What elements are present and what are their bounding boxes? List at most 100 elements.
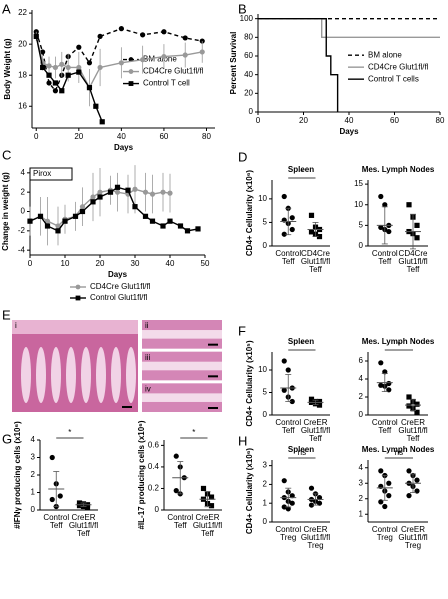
marker — [86, 60, 93, 66]
y-tick-label: 0 — [31, 505, 36, 514]
marker — [40, 64, 46, 71]
legend-marker — [75, 284, 81, 290]
category-label: Teff — [378, 257, 392, 266]
marker — [184, 228, 191, 234]
category-label: Treg — [307, 541, 323, 550]
category-label: Teff — [282, 426, 296, 435]
marker — [382, 202, 388, 208]
category-label: CreER — [401, 525, 425, 534]
marker — [132, 186, 138, 192]
marker — [289, 493, 295, 499]
marker — [378, 360, 384, 366]
marker — [386, 493, 392, 499]
marker — [76, 500, 83, 506]
y-tick-label: 1 — [263, 498, 268, 507]
y-tick-label: 3 — [359, 478, 364, 487]
marker — [59, 88, 65, 94]
category-label: CD4Cre — [301, 249, 330, 258]
category-label: Teff — [77, 529, 91, 538]
y-axis-label: Change in weight (g) — [1, 172, 10, 251]
y-tick-label: 2 — [31, 470, 36, 479]
marker — [72, 213, 79, 219]
bracket — [29, 167, 73, 181]
panel-letter: D — [238, 149, 247, 164]
marker — [76, 64, 82, 71]
marker — [84, 504, 91, 510]
marker — [93, 103, 99, 109]
x-tick-label: 20 — [96, 259, 105, 268]
marker — [281, 231, 287, 237]
villus — [21, 347, 31, 403]
marker — [49, 454, 55, 461]
category-label: Glut1fl/fl — [69, 521, 99, 530]
y-tick-label: 10 — [258, 194, 267, 203]
marker — [44, 218, 51, 224]
y-axis-label: CD4+ Cellularity (x10⁶) — [245, 170, 254, 256]
marker — [167, 190, 173, 196]
x-tick-label: 0 — [256, 116, 261, 125]
x-tick-label: 20 — [299, 116, 308, 125]
y-tick-label: 4 — [21, 168, 26, 177]
marker — [125, 187, 131, 193]
y-axis-label: #IFNγ producing cells (x10⁶) — [13, 421, 22, 529]
panel-letter: B — [238, 1, 247, 16]
legend-label: Control T cells — [368, 74, 419, 83]
marker — [208, 503, 215, 509]
category-label: Teff — [309, 265, 323, 274]
marker — [316, 402, 323, 408]
marker — [386, 228, 392, 235]
marker — [406, 394, 412, 400]
marker — [386, 387, 392, 393]
bracket-label: Pirox — [33, 169, 51, 178]
x-tick-label: 10 — [61, 259, 70, 268]
marker — [132, 204, 138, 210]
mucosa — [142, 330, 222, 339]
x-axis-label: Days — [339, 127, 359, 136]
significance: * — [300, 340, 303, 349]
marker — [161, 29, 167, 35]
marker — [79, 208, 86, 215]
marker — [118, 26, 124, 32]
category-label: Teff — [407, 434, 421, 443]
y-tick-label: 1 — [31, 488, 36, 497]
marker — [99, 119, 105, 125]
marker — [281, 358, 287, 364]
marker — [86, 85, 93, 91]
panel-letter: C — [2, 147, 11, 162]
marker — [160, 189, 166, 195]
marker — [97, 33, 103, 39]
marker — [55, 223, 61, 229]
category-label: Teff — [201, 529, 215, 538]
y-tick-label: 16 — [18, 101, 27, 110]
category-label: Glut1fl/fl — [301, 533, 331, 542]
y-tick-label: 4 — [359, 374, 364, 383]
y-tick-label: 4 — [359, 463, 364, 472]
x-tick-label: 80 — [202, 132, 211, 141]
legend-label: Control Glut1fl/fl — [90, 293, 148, 302]
y-tick-label: 100 — [240, 14, 254, 23]
chart-title: Spleen — [288, 165, 314, 174]
marker — [40, 49, 46, 55]
marker — [199, 49, 205, 55]
category-label: Control — [43, 513, 69, 522]
y-tick-label: 15 — [354, 179, 363, 188]
villus — [66, 347, 76, 403]
chart-title: Mes. Lymph Nodes — [362, 337, 435, 346]
marker — [285, 367, 291, 373]
y-tick-label: 18 — [18, 70, 27, 79]
image-label: iii — [145, 353, 151, 362]
marker — [316, 398, 323, 405]
marker — [62, 218, 68, 224]
chart-title: Spleen — [288, 445, 314, 454]
marker — [107, 189, 114, 195]
y-tick-label: 60 — [244, 51, 253, 60]
y-axis-label: Body Weight (g) — [3, 38, 12, 100]
category-label: Control — [275, 525, 301, 534]
category-label: Glut1fl/fl — [301, 257, 331, 266]
x-tick-label: 60 — [159, 132, 168, 141]
panel-letter: F — [238, 323, 246, 338]
marker — [76, 503, 83, 509]
y-tick-label: 0 — [155, 505, 160, 514]
y-tick-label: 0 — [249, 107, 254, 116]
series-line — [258, 17, 339, 112]
